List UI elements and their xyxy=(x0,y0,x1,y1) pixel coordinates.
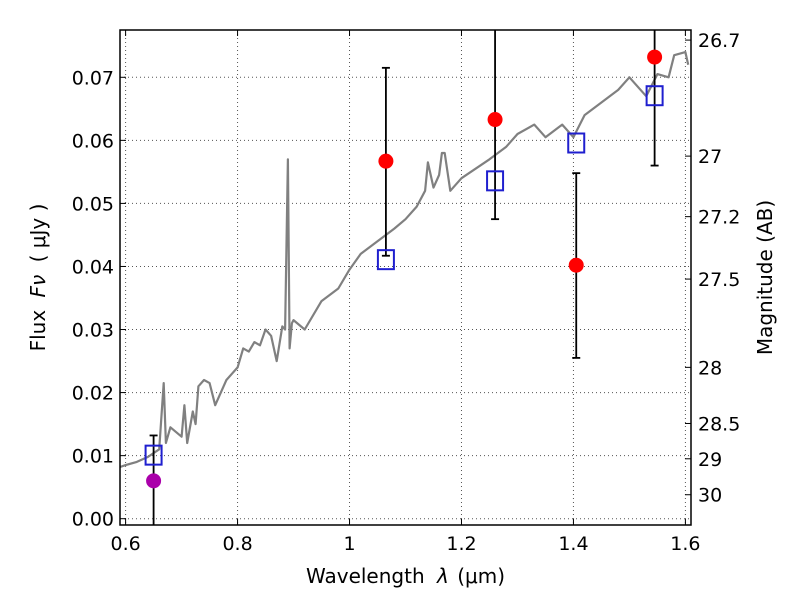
x-tick-label: 1.2 xyxy=(446,533,476,555)
magnitude-tick-label: 29 xyxy=(698,449,722,471)
x-tick-label: 0.8 xyxy=(222,533,252,555)
spectrum-layer xyxy=(119,50,690,469)
grid xyxy=(120,30,691,525)
upper-photometry-point xyxy=(146,473,162,489)
magnitude-tick-label: 27.2 xyxy=(698,207,740,229)
magnitude-axis-label: Magnitude (AB) xyxy=(753,200,777,355)
model-photometry-square xyxy=(645,85,664,107)
y-tick-label: 0.00 xyxy=(72,509,114,531)
x-tick-label: 1 xyxy=(343,533,355,555)
y-tick-label: 0.07 xyxy=(72,67,114,89)
model-photometry-square xyxy=(567,132,586,154)
x-tick-label: 1.4 xyxy=(558,533,588,555)
x-axis-label: Wavelength λ (μm) xyxy=(306,564,505,588)
observed-photometry-point xyxy=(378,153,394,169)
y-tick-label: 0.03 xyxy=(72,320,114,342)
template-spectrum-line xyxy=(119,50,690,469)
magnitude-tick-label: 28.5 xyxy=(698,413,740,435)
magnitude-tick-label: 28 xyxy=(698,357,722,379)
observed-photometry-point xyxy=(568,257,584,273)
y-axis-label: Flux Fν ( μJy ) xyxy=(26,204,50,352)
model-photometry-square xyxy=(376,249,395,271)
y-tick-label: 0.02 xyxy=(72,383,114,405)
x-tick-label: 0.6 xyxy=(110,533,140,555)
y-tick-label: 0.06 xyxy=(72,130,114,152)
magnitude-tick-label: 27.5 xyxy=(698,269,740,291)
model-photometry-square xyxy=(144,444,163,466)
magnitude-tick-label: 26.7 xyxy=(698,30,740,52)
observed-photometry-point xyxy=(647,49,663,65)
y-tick-label: 0.04 xyxy=(72,256,114,278)
observed-photometry-point xyxy=(487,112,503,128)
x-tick-label: 1.6 xyxy=(670,533,700,555)
errorbar-layer xyxy=(149,30,659,525)
y-tick-label: 0.01 xyxy=(72,446,114,468)
tick-layer: 0.6 0.8 1 1.2 1.4 1.6 0.00 0.01 0.02 0.03 0.04 0.05… xyxy=(72,30,740,555)
y-tick-label: 0.05 xyxy=(72,193,114,215)
model-photometry-square xyxy=(486,170,505,192)
marker-layer xyxy=(144,49,664,489)
magnitude-tick-label: 27 xyxy=(698,146,722,168)
magnitude-tick-label: 30 xyxy=(698,485,722,507)
plot-frame xyxy=(119,29,692,526)
